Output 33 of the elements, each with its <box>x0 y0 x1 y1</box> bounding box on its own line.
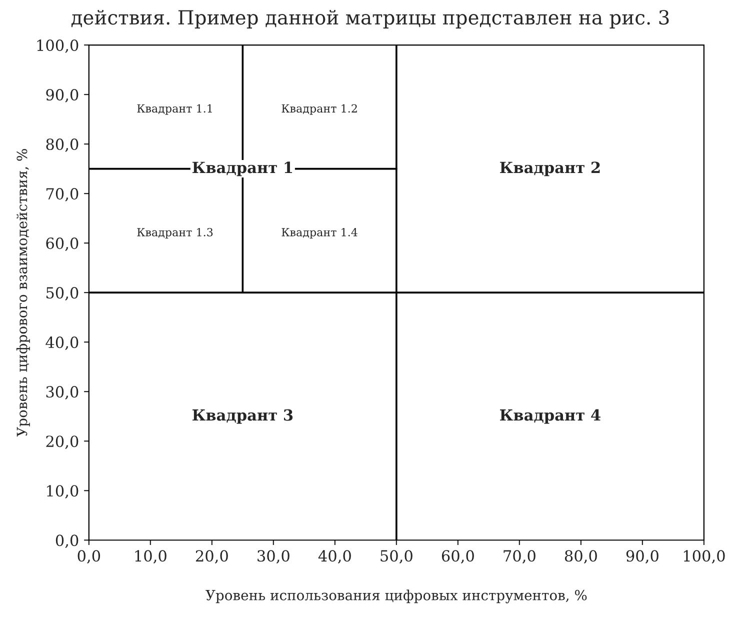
x-tick-label: 60,0 <box>442 550 474 564</box>
annotation: Квадрант 1.4 <box>282 228 358 239</box>
y-tick-label: 80,0 <box>46 138 78 152</box>
annotation: Квадрант 3 <box>192 409 293 424</box>
y-tick-label: 100,0 <box>37 39 78 53</box>
y-tick-label: 10,0 <box>47 485 78 498</box>
y-tick-label: 50,0 <box>46 287 78 300</box>
y-tick-label: 70,0 <box>46 188 78 202</box>
y-tick-label: 90,0 <box>46 88 78 102</box>
x-tick-label: 10,0 <box>135 550 166 564</box>
y-tick-label: 20,0 <box>46 436 78 449</box>
y-tick-label: 0,0 <box>56 534 78 548</box>
x-tick-label: 40,0 <box>318 550 351 564</box>
y-tick-label: 30,0 <box>46 386 78 400</box>
x-tick-label: 100,0 <box>684 550 725 564</box>
x-tick-label: 90,0 <box>626 550 658 564</box>
y-axis-title: Уровень цифрового взаимодействия, % <box>16 149 30 437</box>
chart-title: действия. Пример данной матрицы представлен на рис. 3 <box>71 10 669 28</box>
x-axis-title: Уровень использования цифровых инструментов, % <box>206 590 587 604</box>
x-tick-label: 20,0 <box>196 550 228 564</box>
y-tick-label: 60,0 <box>46 238 78 251</box>
x-tick-label: 50,0 <box>380 550 412 564</box>
annotation: Квадрант 1.1 <box>137 104 212 115</box>
x-tick-label: 70,0 <box>504 550 536 564</box>
annotation: Квадрант 1.2 <box>282 104 357 115</box>
x-tick-label: 30,0 <box>258 550 290 564</box>
annotation: Квадрант 4 <box>500 409 600 424</box>
y-tick-label: 40,0 <box>46 336 78 350</box>
annotation: Квадрант 2 <box>500 162 600 176</box>
annotation: Квадрант 1 <box>192 162 292 176</box>
x-tick-label: 0,0 <box>78 550 100 564</box>
x-tick-label: 80,0 <box>564 550 597 564</box>
annotation: Квадрант 1.3 <box>137 228 213 239</box>
